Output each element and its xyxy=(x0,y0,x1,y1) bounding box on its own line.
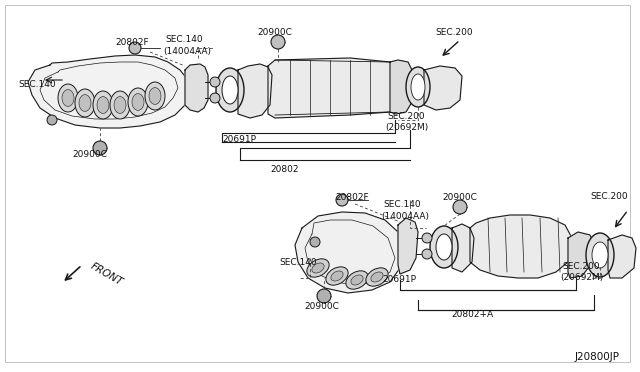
Text: 20900C: 20900C xyxy=(443,193,477,202)
Ellipse shape xyxy=(586,233,614,277)
Ellipse shape xyxy=(62,90,74,106)
Text: SEC.200: SEC.200 xyxy=(387,112,424,121)
Ellipse shape xyxy=(93,91,113,119)
Ellipse shape xyxy=(310,237,320,247)
Ellipse shape xyxy=(422,249,432,259)
Text: SEC.140: SEC.140 xyxy=(18,80,56,89)
Polygon shape xyxy=(452,224,474,272)
Text: SEC.200: SEC.200 xyxy=(562,262,600,271)
Polygon shape xyxy=(238,64,272,118)
Ellipse shape xyxy=(436,234,452,260)
Ellipse shape xyxy=(210,77,220,87)
Ellipse shape xyxy=(312,263,324,273)
Text: SEC.140: SEC.140 xyxy=(165,35,203,44)
Ellipse shape xyxy=(114,97,126,113)
Text: 20802: 20802 xyxy=(271,165,300,174)
Ellipse shape xyxy=(210,93,220,103)
Ellipse shape xyxy=(222,76,238,104)
Polygon shape xyxy=(28,55,190,128)
Ellipse shape xyxy=(422,233,432,243)
Text: FRONT: FRONT xyxy=(89,261,125,288)
Ellipse shape xyxy=(129,42,141,54)
Text: 20691P: 20691P xyxy=(382,275,416,284)
Text: 20802+A: 20802+A xyxy=(451,310,493,319)
Polygon shape xyxy=(424,66,462,110)
Ellipse shape xyxy=(79,94,91,111)
Text: SEC.200: SEC.200 xyxy=(590,192,628,201)
Ellipse shape xyxy=(110,91,130,119)
Ellipse shape xyxy=(58,84,78,112)
Polygon shape xyxy=(268,58,395,118)
Text: (14004AA): (14004AA) xyxy=(381,212,429,221)
Ellipse shape xyxy=(47,115,57,125)
Ellipse shape xyxy=(366,268,388,286)
Text: 20900C: 20900C xyxy=(305,302,339,311)
Ellipse shape xyxy=(371,272,383,282)
Text: (14004AA): (14004AA) xyxy=(163,47,211,56)
Ellipse shape xyxy=(128,88,148,116)
Ellipse shape xyxy=(75,89,95,117)
Ellipse shape xyxy=(346,271,368,289)
Polygon shape xyxy=(470,215,572,278)
Ellipse shape xyxy=(149,87,161,105)
Text: (20692M): (20692M) xyxy=(560,273,604,282)
Text: 20802F: 20802F xyxy=(335,193,369,202)
Polygon shape xyxy=(568,232,594,278)
Ellipse shape xyxy=(216,68,244,112)
Ellipse shape xyxy=(317,289,331,303)
Ellipse shape xyxy=(430,226,458,268)
Text: 20802F: 20802F xyxy=(115,38,148,47)
Polygon shape xyxy=(398,218,418,274)
Ellipse shape xyxy=(307,259,329,277)
Text: SEC.200: SEC.200 xyxy=(435,28,472,37)
Text: SEC.140: SEC.140 xyxy=(279,258,317,267)
Ellipse shape xyxy=(97,97,109,113)
Text: 20691P: 20691P xyxy=(222,135,256,144)
Ellipse shape xyxy=(592,242,608,268)
Text: 20900C: 20900C xyxy=(72,150,108,159)
Ellipse shape xyxy=(453,200,467,214)
Polygon shape xyxy=(390,60,412,114)
Ellipse shape xyxy=(331,271,343,281)
Polygon shape xyxy=(608,235,636,278)
Ellipse shape xyxy=(351,275,363,285)
Ellipse shape xyxy=(93,141,107,155)
Ellipse shape xyxy=(336,194,348,206)
Text: SEC.140: SEC.140 xyxy=(383,200,420,209)
Text: J20800JP: J20800JP xyxy=(575,352,620,362)
Text: (20692M): (20692M) xyxy=(385,123,428,132)
Ellipse shape xyxy=(132,94,144,110)
Ellipse shape xyxy=(326,267,348,285)
Polygon shape xyxy=(295,212,405,293)
Ellipse shape xyxy=(145,82,165,110)
Ellipse shape xyxy=(406,67,430,107)
Polygon shape xyxy=(185,64,208,112)
Ellipse shape xyxy=(271,35,285,49)
Ellipse shape xyxy=(411,74,425,100)
Text: 20900C: 20900C xyxy=(257,28,292,37)
